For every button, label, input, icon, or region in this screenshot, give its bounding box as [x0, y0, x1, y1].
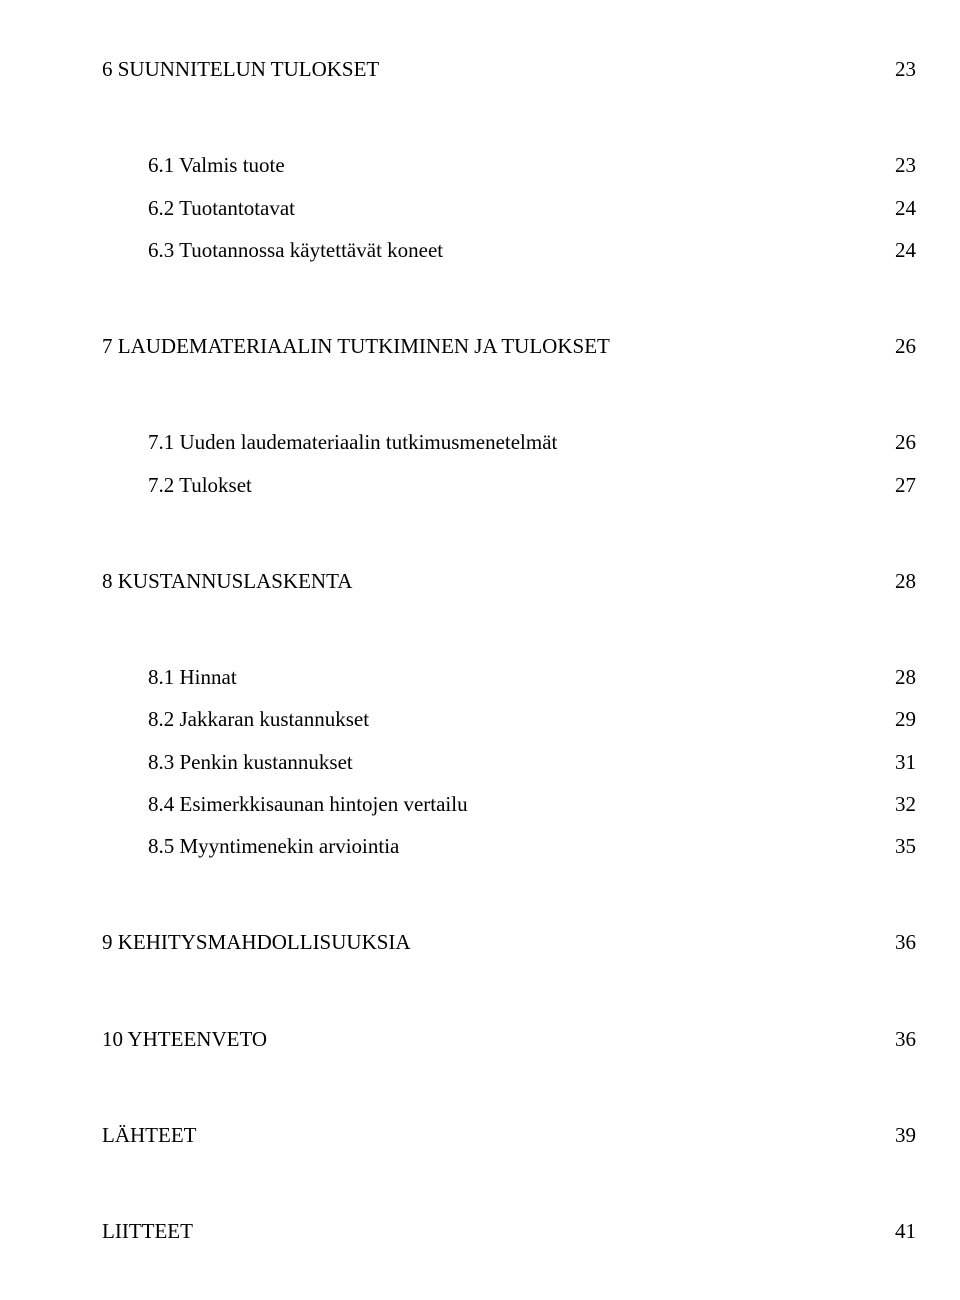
toc-item-label: 6.2 Tuotantotavat — [148, 195, 884, 221]
toc-item: 8.2 Jakkaran kustannukset 29 — [102, 706, 916, 732]
toc-item-page: 24 — [884, 195, 916, 221]
toc-item: 6.2 Tuotantotavat 24 — [102, 195, 916, 221]
toc-section-9: 9 KEHITYSMAHDOLLISUUKSIA 36 — [102, 929, 916, 955]
toc-item-page: 26 — [884, 429, 916, 455]
toc-item-page: 31 — [884, 749, 916, 775]
toc-item: 8.3 Penkin kustannukset 31 — [102, 749, 916, 775]
toc-section-lahteet: LÄHTEET 39 — [102, 1122, 916, 1148]
toc-section-liitteet-page: 41 — [884, 1218, 916, 1244]
toc-item-page: 29 — [884, 706, 916, 732]
toc-item: 8.5 Myyntimenekin arviointia 35 — [102, 833, 916, 859]
toc-section-8-title: 8 KUSTANNUSLASKENTA — [102, 568, 884, 594]
toc-item-label: 7.2 Tulokset — [148, 472, 884, 498]
toc-item-page: 23 — [884, 152, 916, 178]
toc-section-9-page: 36 — [884, 929, 916, 955]
toc-item-label: 6.1 Valmis tuote — [148, 152, 884, 178]
toc-section-8-page: 28 — [884, 568, 916, 594]
toc-item: 6.1 Valmis tuote 23 — [102, 152, 916, 178]
toc-section-liitteet: LIITTEET 41 — [102, 1218, 916, 1244]
toc-section-6-title: 6 SUUNNITELUN TULOKSET — [102, 56, 884, 82]
toc-page: 6 SUUNNITELUN TULOKSET 23 6.1 Valmis tuo… — [0, 0, 960, 1300]
toc-section-7-page: 26 — [884, 333, 916, 359]
toc-item-label: 8.5 Myyntimenekin arviointia — [148, 833, 884, 859]
toc-section-6: 6 SUUNNITELUN TULOKSET 23 — [102, 56, 916, 82]
toc-section-8: 8 KUSTANNUSLASKENTA 28 — [102, 568, 916, 594]
toc-item-label: 6.3 Tuotannossa käytettävät koneet — [148, 237, 884, 263]
toc-item-page: 24 — [884, 237, 916, 263]
toc-item: 6.3 Tuotannossa käytettävät koneet 24 — [102, 237, 916, 263]
toc-section-9-title: 9 KEHITYSMAHDOLLISUUKSIA — [102, 929, 884, 955]
toc-item-label: 7.1 Uuden laudemateriaalin tutkimusmenet… — [148, 429, 884, 455]
toc-item-page: 27 — [884, 472, 916, 498]
toc-item-label: 8.1 Hinnat — [148, 664, 884, 690]
toc-item-label: 8.3 Penkin kustannukset — [148, 749, 884, 775]
toc-section-10-page: 36 — [884, 1026, 916, 1052]
toc-section-10-title: 10 YHTEENVETO — [102, 1026, 884, 1052]
toc-item-page: 32 — [884, 791, 916, 817]
toc-section-lahteet-page: 39 — [884, 1122, 916, 1148]
toc-item-label: 8.2 Jakkaran kustannukset — [148, 706, 884, 732]
toc-item: 7.2 Tulokset 27 — [102, 472, 916, 498]
toc-item-label: 8.4 Esimerkkisaunan hintojen vertailu — [148, 791, 884, 817]
toc-section-lahteet-title: LÄHTEET — [102, 1122, 884, 1148]
toc-section-7: 7 LAUDEMATERIAALIN TUTKIMINEN JA TULOKSE… — [102, 333, 916, 359]
toc-section-10: 10 YHTEENVETO 36 — [102, 1026, 916, 1052]
toc-item: 8.1 Hinnat 28 — [102, 664, 916, 690]
toc-section-6-page: 23 — [884, 56, 916, 82]
toc-section-7-title: 7 LAUDEMATERIAALIN TUTKIMINEN JA TULOKSE… — [102, 333, 884, 359]
toc-item-page: 35 — [884, 833, 916, 859]
toc-section-liitteet-title: LIITTEET — [102, 1218, 884, 1244]
toc-item: 7.1 Uuden laudemateriaalin tutkimusmenet… — [102, 429, 916, 455]
toc-item-page: 28 — [884, 664, 916, 690]
toc-item: 8.4 Esimerkkisaunan hintojen vertailu 32 — [102, 791, 916, 817]
